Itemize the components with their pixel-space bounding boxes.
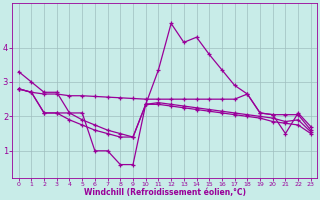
X-axis label: Windchill (Refroidissement éolien,°C): Windchill (Refroidissement éolien,°C) [84,188,246,197]
